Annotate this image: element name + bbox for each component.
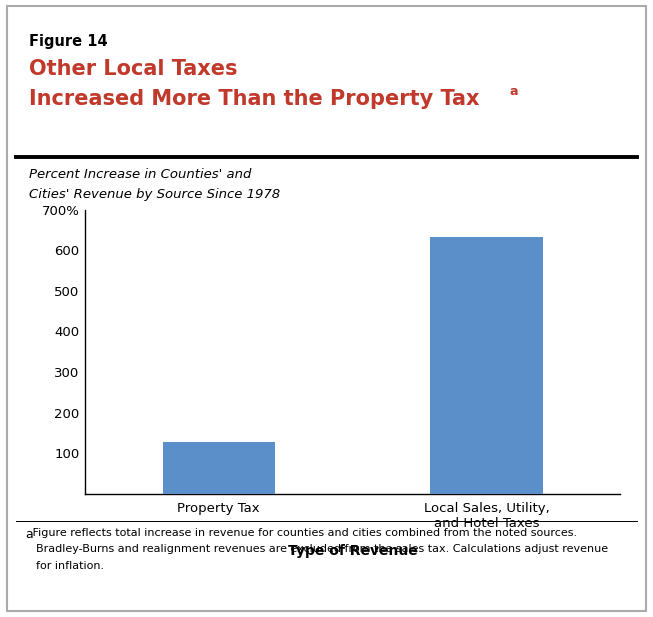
Text: for inflation.: for inflation.: [29, 561, 104, 571]
Text: Increased More Than the Property Tax: Increased More Than the Property Tax: [29, 89, 480, 109]
Text: a: a: [25, 528, 33, 540]
Text: Cities' Revenue by Source Since 1978: Cities' Revenue by Source Since 1978: [29, 188, 281, 201]
Text: Figure reflects total increase in revenue for counties and cities combined from : Figure reflects total increase in revenu…: [29, 528, 577, 537]
Bar: [163, 442, 275, 494]
Text: Figure 14: Figure 14: [29, 34, 108, 49]
Bar: [430, 236, 543, 494]
Text: Other Local Taxes: Other Local Taxes: [29, 59, 238, 78]
Text: Percent Increase in Counties' and: Percent Increase in Counties' and: [29, 168, 252, 181]
X-axis label: Type of Revenue: Type of Revenue: [288, 544, 417, 558]
Text: a: a: [509, 85, 518, 97]
Text: Bradley-Burns and realignment revenues are excluded from the sales tax. Calculat: Bradley-Burns and realignment revenues a…: [29, 544, 609, 554]
